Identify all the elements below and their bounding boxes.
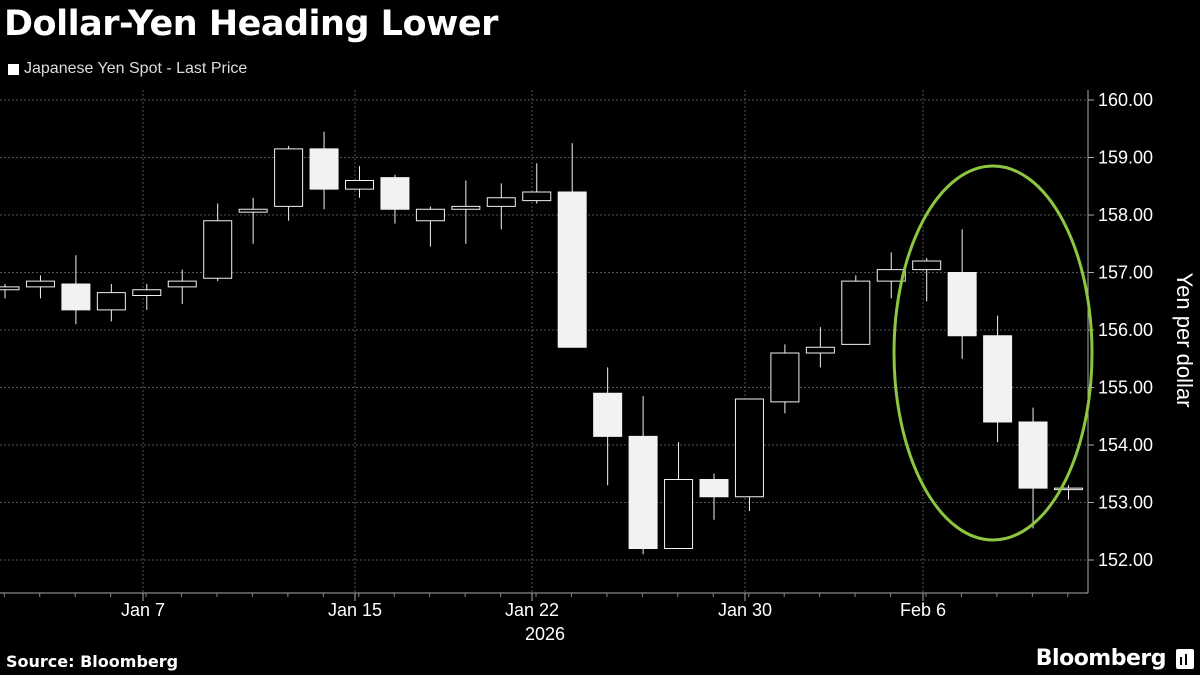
x-tick-label: Feb 6 <box>900 600 946 620</box>
candle-body-down <box>699 479 729 498</box>
candle <box>947 229 977 359</box>
candle <box>770 344 800 414</box>
candle <box>841 275 871 345</box>
candle-body-up <box>912 260 942 271</box>
candle-body-up <box>415 208 445 222</box>
y-tick-label: 155.00 <box>1098 378 1153 398</box>
candle <box>415 206 445 247</box>
candle-body-down <box>61 283 91 311</box>
candle <box>451 180 481 244</box>
candle <box>96 284 126 322</box>
candle <box>61 255 91 325</box>
candle-body-up <box>770 352 800 403</box>
candle <box>274 146 304 221</box>
axes <box>0 90 1094 601</box>
candle-body-up <box>805 346 835 354</box>
candle <box>699 473 729 520</box>
candle <box>203 203 233 282</box>
grid-lines <box>0 90 1088 593</box>
y-tick-label: 153.00 <box>1098 493 1153 513</box>
bloomberg-logo: Bloomberg <box>1035 646 1167 671</box>
candle <box>345 166 374 198</box>
y-tick-label: 157.00 <box>1098 263 1153 283</box>
candle <box>983 315 1013 443</box>
x-tick-label: Jan 7 <box>121 600 165 620</box>
x-tick-label: Jan 15 <box>328 600 382 620</box>
axis-labels: 160.00 159.00 158.00 157.00 156.00 155.00 154.… <box>121 90 1197 644</box>
candle-body-up <box>274 148 304 207</box>
candle <box>309 131 339 210</box>
candle-body-up <box>96 292 126 311</box>
candle-body-up <box>167 280 197 288</box>
candle-body-up <box>25 280 55 288</box>
y-tick-label: 158.00 <box>1098 205 1153 225</box>
candle <box>486 183 516 230</box>
candle <box>734 398 764 512</box>
candle <box>805 327 835 368</box>
y-tick-label: 154.00 <box>1098 435 1153 455</box>
legend-label: Japanese Yen Spot - Last Price <box>24 60 248 77</box>
candle <box>238 197 268 244</box>
x-tick-label: Jan 22 <box>505 600 559 620</box>
candle <box>628 396 658 555</box>
candle-body-up <box>841 280 871 345</box>
candle-body-up <box>734 398 764 498</box>
candle-body-up <box>132 289 162 296</box>
candle-body-up <box>203 220 233 279</box>
candle <box>522 163 552 204</box>
candle-body-up <box>238 208 268 213</box>
y-axis-title: Yen per dollar <box>1172 273 1197 408</box>
candle-body-down <box>628 435 658 549</box>
candle-body-up <box>0 286 20 291</box>
candle <box>132 284 162 310</box>
candle <box>25 275 55 299</box>
candle-body-up <box>451 205 481 210</box>
candle-body-up <box>522 191 552 202</box>
candle-body-down <box>983 335 1013 423</box>
candle-body-up <box>486 197 516 207</box>
candle-body-up <box>1054 487 1083 491</box>
candle-body-up <box>876 269 906 282</box>
candle <box>1018 407 1048 529</box>
candle <box>1054 485 1083 500</box>
candle-body-up <box>345 180 374 190</box>
candle-body-down <box>1018 421 1048 489</box>
candle <box>380 174 410 224</box>
candle-body-down <box>593 392 623 437</box>
candle-body-down <box>380 177 410 210</box>
bloomberg-chart-icon <box>1176 649 1194 669</box>
candle <box>557 143 587 348</box>
candle-body-down <box>309 148 339 190</box>
y-tick-label: 152.00 <box>1098 550 1153 570</box>
candle <box>912 258 942 302</box>
x-year-label: 2026 <box>525 624 565 644</box>
candle-body-down <box>557 191 587 348</box>
legend-swatch <box>8 63 19 75</box>
y-tick-label: 159.00 <box>1098 148 1153 168</box>
candle <box>0 284 20 299</box>
candles <box>0 131 1083 555</box>
y-tick-label: 160.00 <box>1098 90 1153 110</box>
chart-title: Dollar-Yen Heading Lower <box>4 4 498 44</box>
candle <box>876 252 906 299</box>
y-tick-label: 156.00 <box>1098 320 1153 340</box>
candle-body-down <box>947 272 977 337</box>
source-note: Source: Bloomberg <box>6 652 179 671</box>
x-tick-label: Jan 30 <box>718 600 772 620</box>
highlight-ellipse <box>892 164 1094 542</box>
candle <box>593 367 623 486</box>
candle <box>167 269 197 305</box>
legend: Japanese Yen Spot - Last Price <box>8 60 247 78</box>
candle <box>664 442 694 549</box>
candle-body-up <box>664 479 694 549</box>
